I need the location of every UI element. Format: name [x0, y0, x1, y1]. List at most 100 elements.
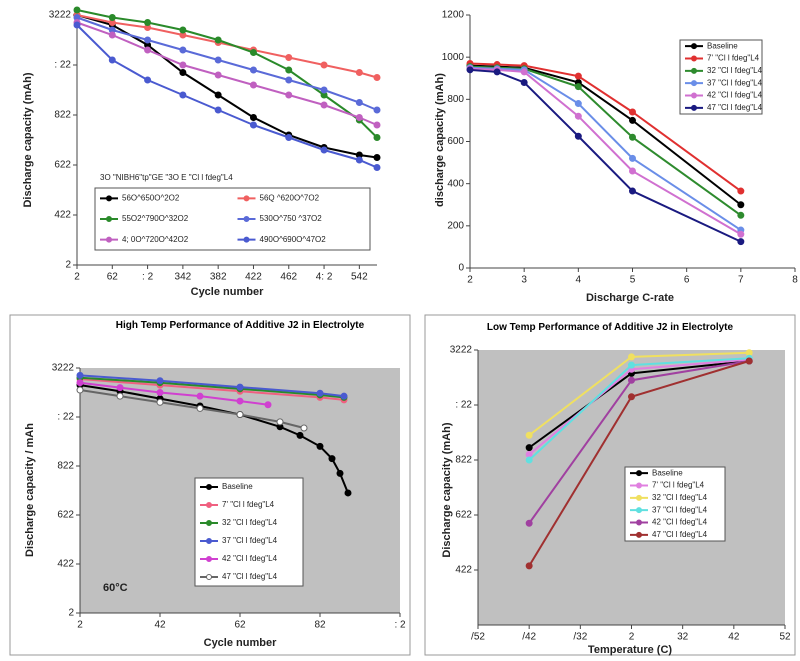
series-line: [469, 65, 742, 217]
data-point: [249, 114, 257, 121]
y-tick-label: 3222: [52, 363, 75, 374]
legend-marker: [636, 531, 642, 538]
x-tick-label: /32: [573, 632, 587, 643]
data-point: [629, 154, 636, 162]
legend-label: 37 "Cl l fdeg"L4: [652, 505, 708, 514]
data-point: [320, 101, 328, 109]
y-tick-label: 1000: [442, 52, 465, 63]
y-axis-label: Discharge capacity (mAh): [441, 422, 453, 557]
data-point: [629, 187, 636, 195]
legend-label: 7' "Cl l fdeg"L4: [707, 54, 760, 63]
data-point: [214, 106, 222, 114]
data-point: [214, 91, 222, 99]
data-point: [525, 519, 533, 527]
y-tick-label: 2: [68, 608, 74, 619]
legend-label: 42 "Cl l fdeg"L4: [707, 91, 763, 100]
data-point: [300, 424, 308, 432]
legend-marker: [206, 574, 212, 580]
data-point: [629, 108, 636, 116]
chart-panel: 0 200 400 600 800 1000 1200 2 3 4 5 6 7 8 Discharge C-…: [434, 10, 798, 304]
y-tick-label: 422: [57, 559, 74, 570]
data-point: [108, 31, 116, 39]
data-point: [629, 167, 636, 175]
x-tick-label: /42: [522, 632, 536, 643]
data-point: [320, 86, 328, 94]
data-point: [108, 56, 116, 64]
y-tick-label: 622: [57, 510, 74, 521]
legend-marker: [691, 92, 697, 99]
chart-panel: 422 622 822: 22 3222/52/42/32 2 32 42 52 Tempera…: [441, 322, 791, 656]
x-tick-label: /52: [471, 632, 485, 643]
data-point: [520, 68, 528, 76]
y-axis-label: discharge capacity (mAh): [434, 73, 446, 207]
x-tick-label: 5: [630, 275, 636, 286]
x-tick-label: 462: [280, 272, 297, 283]
legend-marker: [206, 484, 212, 490]
data-point: [574, 112, 582, 120]
data-point: [144, 36, 152, 44]
data-point: [737, 187, 745, 195]
legend-marker: [636, 494, 642, 501]
data-point: [144, 19, 152, 26]
data-point: [76, 371, 84, 379]
data-point: [373, 74, 381, 81]
x-tick-label: 4: 2: [316, 272, 333, 283]
legend-marker: [636, 519, 642, 526]
series-line: [76, 14, 378, 79]
legend-marker: [636, 507, 642, 514]
data-point: [249, 81, 257, 89]
data-point: [355, 114, 363, 121]
data-point: [628, 376, 635, 384]
legend-label: 32 "Cl l fdeg"L4: [707, 66, 763, 75]
series-line: [469, 67, 742, 236]
legend-marker: [691, 67, 697, 74]
legend-marker: [206, 502, 212, 508]
chart-title-box: Low Temp Performance of Additive J2 in E…: [486, 322, 734, 333]
data-point: [108, 14, 116, 21]
legend-box: [624, 466, 726, 542]
x-tick-label: 422: [245, 272, 262, 283]
data-point: [156, 389, 164, 396]
data-point: [236, 383, 244, 391]
data-point: [249, 66, 257, 74]
legend-label: 42 "Cl l fdeg"L4: [652, 518, 708, 527]
legend-label: 32 "Cl l fdeg"L4: [652, 493, 708, 502]
data-point: [629, 133, 636, 141]
data-point: [76, 379, 84, 387]
data-point: [179, 26, 187, 34]
data-point: [373, 164, 381, 171]
series-line: [76, 9, 378, 139]
y-tick-label: 800: [447, 94, 464, 105]
data-point: [316, 442, 324, 450]
series-line: [469, 62, 742, 192]
legend-marker: [206, 556, 212, 562]
legend-marker: [691, 55, 697, 62]
data-point: [316, 389, 324, 397]
data-point: [574, 132, 582, 140]
x-axis-label: Cycle number: [191, 286, 264, 298]
data-point: [214, 71, 222, 79]
legend-label: 56Q ^620O^7O2: [260, 193, 320, 202]
x-axis-label: Discharge C-rate: [586, 292, 674, 304]
legend-label: 37 "Cl l fdeg"L4: [222, 536, 278, 545]
data-point: [179, 69, 187, 76]
y-tick-label: 0: [458, 263, 464, 274]
data-point: [355, 156, 363, 164]
data-point: [285, 134, 293, 141]
data-point: [285, 66, 293, 74]
data-point: [285, 76, 293, 84]
legend-label: 42 "Cl l fdeg"L4: [222, 554, 278, 563]
chart-title: Low Temp Performance of Additive J2 in E…: [486, 322, 734, 333]
y-tick-label: 822: [455, 455, 472, 466]
data-point: [574, 100, 582, 108]
data-point: [156, 377, 164, 385]
legend-box: [194, 477, 304, 587]
series-line: [469, 66, 742, 231]
legend-box: [94, 187, 371, 251]
y-tick-label: 622: [54, 160, 71, 171]
series-line: [76, 21, 378, 126]
chart-panel: 2 422 622 822: 22 3222 2 62: 2 342 382 422 462 4: 2…: [22, 6, 381, 298]
x-axis-label: Cycle number: [204, 637, 277, 649]
legend-marker: [691, 104, 697, 111]
data-point: [249, 121, 257, 129]
